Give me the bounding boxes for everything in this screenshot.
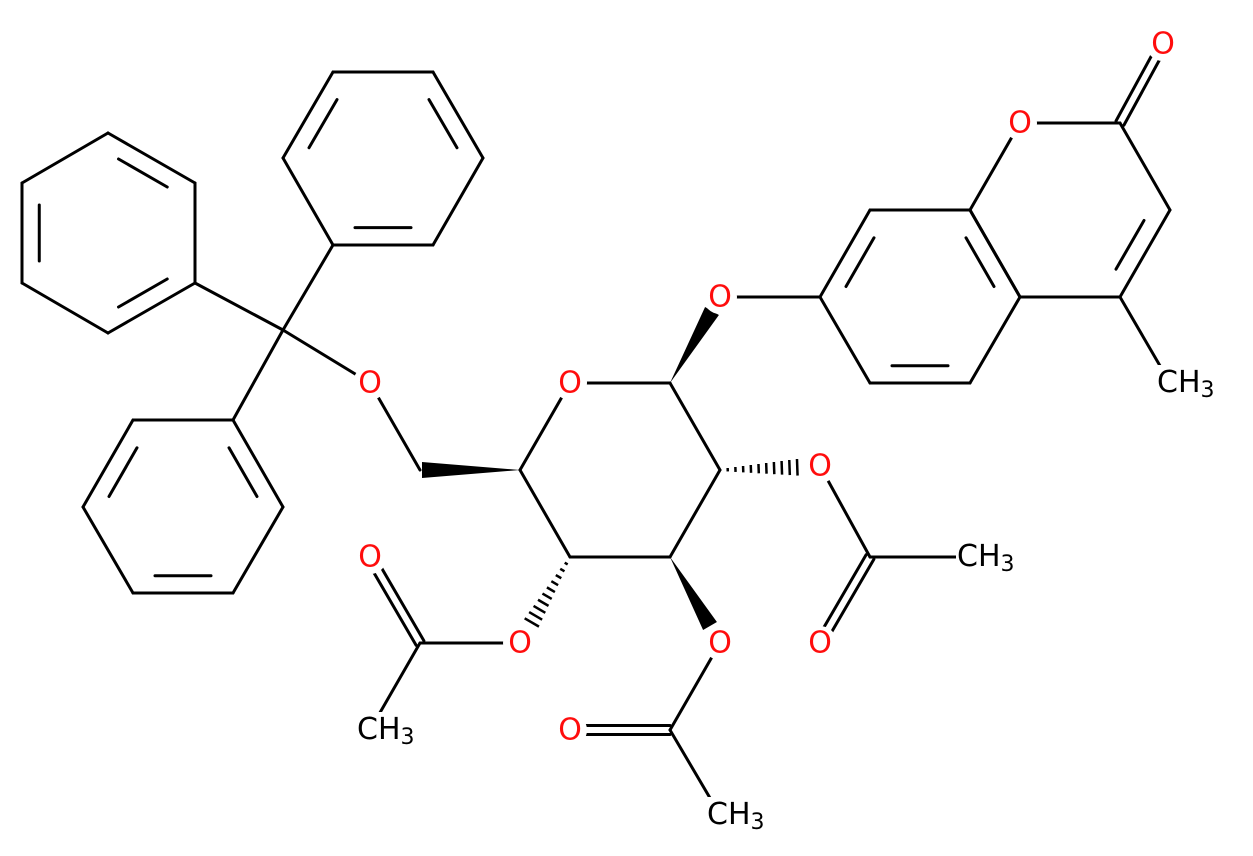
label-background bbox=[703, 280, 737, 314]
methyl-label: CH3 bbox=[957, 539, 1015, 578]
double-bond-inner bbox=[964, 236, 996, 288]
double-bond-inner bbox=[117, 277, 169, 309]
bond bbox=[281, 243, 335, 332]
wedge-bond bbox=[670, 557, 717, 631]
label-background bbox=[353, 540, 387, 574]
label-text: CH bbox=[707, 797, 751, 832]
label-subscript: 3 bbox=[751, 810, 765, 835]
label-background bbox=[703, 626, 737, 660]
wedge-bond bbox=[422, 462, 520, 478]
label-subscript: 3 bbox=[1001, 552, 1015, 577]
bond bbox=[818, 208, 872, 299]
bond bbox=[281, 156, 335, 247]
methyl-label: CH3 bbox=[1157, 365, 1215, 404]
bond bbox=[193, 281, 285, 332]
bond bbox=[81, 505, 135, 595]
oxygen-label: O bbox=[1151, 27, 1175, 62]
label-text: CH bbox=[357, 712, 401, 747]
bond bbox=[231, 505, 285, 595]
double-bond bbox=[364, 557, 418, 647]
double-bond bbox=[822, 557, 876, 647]
bond bbox=[818, 295, 872, 385]
oxygen-label: O bbox=[508, 626, 532, 661]
bond bbox=[231, 418, 285, 509]
hash-bond bbox=[795, 458, 799, 476]
hash-bond bbox=[559, 567, 566, 573]
label-background bbox=[353, 366, 387, 400]
wedge-bond bbox=[670, 306, 719, 383]
label-background bbox=[503, 626, 537, 660]
oxygen-label: O bbox=[708, 626, 732, 661]
oxygen-label: O bbox=[558, 366, 582, 401]
bond bbox=[106, 131, 197, 185]
bond bbox=[968, 295, 1022, 385]
double-bond bbox=[372, 553, 426, 643]
hash-bond bbox=[564, 561, 569, 566]
bond bbox=[518, 468, 572, 559]
bond bbox=[431, 156, 485, 247]
bond bbox=[20, 281, 110, 335]
label-subscript: 3 bbox=[401, 725, 415, 750]
hash-bond bbox=[528, 611, 543, 621]
label-background bbox=[956, 539, 1032, 579]
bond bbox=[281, 70, 335, 160]
bond bbox=[231, 328, 285, 422]
label-background bbox=[1003, 106, 1037, 140]
oxygen-label: O bbox=[808, 626, 832, 661]
bond bbox=[818, 464, 872, 559]
label-text: CH bbox=[957, 539, 1001, 574]
oxygen-label: O bbox=[358, 366, 382, 401]
label-text: CH bbox=[1157, 365, 1201, 400]
bond bbox=[668, 381, 722, 472]
double-bond-inner bbox=[107, 446, 139, 498]
label-background bbox=[803, 449, 837, 483]
hash-bond bbox=[555, 573, 562, 580]
label-background bbox=[553, 713, 587, 747]
oxygen-label: O bbox=[558, 713, 582, 748]
oxygen-label: O bbox=[1008, 106, 1032, 141]
double-bond-inner bbox=[117, 157, 169, 189]
oxygen-label: O bbox=[708, 280, 732, 315]
label-background bbox=[706, 797, 782, 837]
label-subscript: 3 bbox=[1201, 378, 1215, 403]
label-background bbox=[1146, 27, 1180, 61]
hash-bond bbox=[532, 604, 546, 614]
double-bond-inner bbox=[844, 236, 876, 288]
double-bond bbox=[814, 553, 868, 643]
hash-bond bbox=[537, 598, 550, 607]
hash-bond bbox=[541, 592, 553, 601]
label-background bbox=[1156, 365, 1232, 405]
hash-bond bbox=[788, 459, 792, 476]
double-bond-inner bbox=[427, 98, 459, 150]
hash-bond bbox=[550, 580, 559, 587]
bond bbox=[968, 208, 1022, 299]
double-bond-inner bbox=[307, 98, 339, 150]
bond bbox=[1118, 208, 1172, 299]
label-background bbox=[803, 626, 837, 660]
double-bond-inner bbox=[1114, 218, 1146, 271]
oxygen-label: O bbox=[358, 540, 382, 575]
bond bbox=[1118, 121, 1172, 212]
label-background bbox=[553, 366, 587, 400]
hash-bond bbox=[524, 617, 540, 628]
double-bond-inner bbox=[227, 446, 259, 498]
bond bbox=[668, 468, 722, 559]
bond bbox=[81, 418, 135, 509]
methyl-label: CH3 bbox=[707, 797, 765, 836]
bond bbox=[20, 131, 110, 185]
bond bbox=[431, 70, 485, 160]
hash-bond bbox=[546, 586, 556, 594]
bond bbox=[106, 281, 197, 335]
label-background bbox=[356, 712, 432, 752]
oxygen-label: O bbox=[808, 449, 832, 484]
bonds bbox=[20, 40, 1172, 817]
methyl-label: CH3 bbox=[357, 712, 415, 751]
